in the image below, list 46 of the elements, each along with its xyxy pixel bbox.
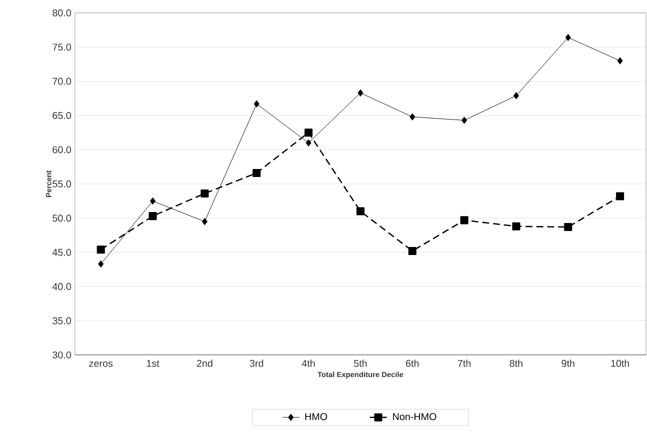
x-tick-label: 8th [510,360,522,367]
y-tick-label: 50.0 [52,214,72,222]
point [96,245,105,254]
x-tick-label: 3rd [250,360,264,367]
point [565,34,571,42]
y-tick-label: 60.0 [52,146,72,154]
point [148,212,157,220]
point [462,116,468,124]
x-tick-label: zeros [89,361,113,367]
y-tick-label: 70.0 [52,78,72,85]
point [564,222,572,231]
point [252,168,261,177]
point [512,222,520,230]
x-tick-label: 9th [562,360,574,367]
x-tick-label: 7th [458,360,471,367]
x-tick-label: 6th [406,360,419,367]
x-tick-label: 4th [302,360,315,367]
y-tick-label: 75.0 [52,43,72,50]
point [98,260,104,268]
y-tick-label: 65.0 [52,112,72,119]
point [356,207,364,216]
point [304,128,313,137]
point [617,57,623,64]
legend-label: HMO [305,413,328,420]
point [202,218,208,226]
point [408,246,416,255]
x-tick-label: 5th [354,360,367,367]
y-tick-label: 35.0 [52,317,72,324]
x-tick-label: 2nd [196,360,212,367]
y-tick-label: 80.0 [52,9,72,16]
y-tick-label: 55.0 [52,180,72,188]
point [254,100,260,108]
y-tick-label: 45.0 [52,248,72,256]
point [513,92,519,100]
point [616,192,624,200]
y-tick-label: 40.0 [52,282,72,290]
point [306,139,312,146]
x-tick-label: 1st [146,360,160,367]
point [410,113,416,120]
point [200,189,209,198]
point [358,89,364,96]
point [150,197,156,205]
x-tick-label: 10th [611,360,630,367]
point [460,216,468,224]
y-tick-label: 30.0 [52,351,72,358]
legend-label: Non-HMO [393,413,436,420]
